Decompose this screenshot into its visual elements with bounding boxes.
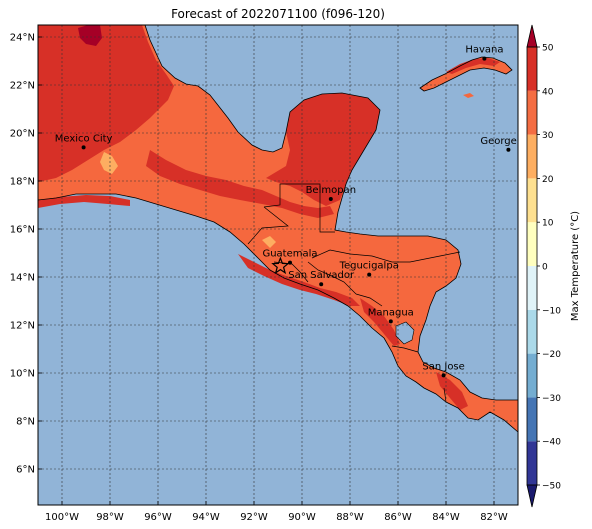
city-dot	[441, 373, 446, 378]
cuba-coastline	[419, 56, 513, 92]
colorbar-tick-label: 40	[542, 87, 554, 97]
map-title: Forecast of 2022071100 (f096-120)	[171, 7, 385, 21]
lat-tick-label: 6°N	[16, 465, 35, 476]
city-label: Mexico City	[55, 133, 113, 144]
colorbar-extend-max	[526, 24, 538, 48]
graticule	[38, 25, 518, 505]
colorbar-tick-label: 20	[542, 175, 554, 185]
city-label: San Salvador	[288, 270, 355, 281]
hot-region-pacific-coast	[238, 254, 360, 306]
lat-tick-label: 24°N	[10, 33, 35, 44]
colorbar-segment	[527, 309, 537, 354]
colorbar-segment	[527, 134, 537, 179]
lon-tick-label: 100°W	[45, 512, 79, 523]
lat-tick-label: 12°N	[10, 321, 35, 332]
city-label: Havana	[465, 45, 503, 56]
colorbar-segment	[527, 441, 537, 485]
city-markers: Havana Mexico City George Tov Belmopan Guate…	[55, 45, 536, 378]
colorbar-segment	[527, 353, 537, 398]
colorbar-segment	[527, 47, 537, 91]
city-dot	[319, 282, 324, 287]
city-label: Managua	[368, 307, 414, 318]
colorbar-tick-label: 10	[542, 219, 554, 229]
land-isla-juventud	[463, 93, 474, 98]
lon-tick-label: 96°W	[144, 512, 172, 523]
lat-tick-label: 10°N	[10, 369, 35, 380]
city-dot	[388, 319, 393, 324]
lon-tick-label: 92°W	[240, 512, 268, 523]
hot-region-north	[38, 25, 174, 182]
colorbar-tick-label: −40	[542, 438, 561, 448]
coastline	[38, 25, 518, 433]
hot-region-nicaragua	[360, 298, 400, 346]
lon-tick-label: 86°W	[384, 512, 412, 523]
very-hot-region	[78, 25, 102, 46]
country-borders	[247, 183, 461, 403]
colorbar-segment	[527, 266, 537, 310]
colorbar: −50 −40 −30 −20 −10 0 10 20 30 40 50 Max Temperatur…	[526, 24, 581, 508]
hot-region-costa-rica	[436, 372, 468, 410]
lat-tick-label: 18°N	[10, 177, 35, 188]
city-dot	[367, 272, 372, 277]
colorbar-segment	[527, 222, 537, 266]
land-cuba	[420, 57, 512, 91]
lon-tick-label: 84°W	[432, 512, 460, 523]
lat-tick-label: 20°N	[10, 129, 35, 140]
hot-region-gulf-coast	[146, 150, 334, 218]
lake-nicaragua	[396, 322, 414, 344]
city-dot	[328, 197, 333, 201]
city-dot	[288, 260, 292, 265]
colorbar-segment	[527, 90, 537, 135]
lon-tick-label: 90°W	[288, 512, 316, 523]
city-label: Belmopan	[306, 185, 356, 196]
city-label: George Tov	[480, 136, 536, 147]
hot-region-coast-strip	[38, 195, 130, 208]
lat-tick-label: 14°N	[10, 273, 35, 284]
lon-tick-label: 94°W	[192, 512, 220, 523]
colorbar-tick-label: 30	[542, 131, 554, 141]
city-label: Tegucigalpa	[339, 261, 399, 272]
map-frame	[37, 24, 519, 506]
cool-patch-plateau	[100, 152, 118, 174]
lat-tick-label: 16°N	[10, 225, 35, 236]
map-area: Havana Mexico City George Tov Belmopan Guate…	[38, 25, 536, 505]
lon-tick-label: 98°W	[96, 512, 124, 523]
colorbar-tick-label: −30	[542, 394, 561, 404]
colorbar-tick-label: −10	[542, 306, 561, 316]
lat-tick-label: 8°N	[16, 417, 35, 428]
city-dot	[482, 56, 487, 61]
city-label: San Jose	[422, 361, 464, 372]
lake-outline	[395, 321, 415, 345]
cool-patch-highlands	[262, 236, 276, 248]
colorbar-label: Max Temperature (°C)	[570, 211, 581, 321]
axis-tick-labels: 100°W 98°W 96°W 94°W 92°W 90°W 88°W 86°W 84°W 82°…	[10, 33, 508, 524]
colorbar-extend-min	[526, 484, 538, 508]
star-marker	[271, 256, 290, 275]
city-label: Guatemala	[262, 249, 317, 260]
colorbar-tick-label: 0	[542, 263, 548, 273]
city-dot	[81, 145, 86, 150]
lon-tick-label: 82°W	[480, 512, 508, 523]
lat-tick-label: 22°N	[10, 81, 35, 92]
lon-tick-label: 88°W	[336, 512, 364, 523]
colorbar-tick-label: −20	[542, 350, 561, 360]
colorbar-segment	[527, 178, 537, 223]
city-dot	[506, 147, 511, 152]
hot-region-yucatan	[266, 93, 380, 206]
colorbar-segment	[527, 397, 537, 442]
colorbar-tick-label: 50	[542, 44, 554, 54]
land-cuba-hot	[446, 58, 500, 74]
colorbar-tick-label: −50	[542, 482, 561, 492]
